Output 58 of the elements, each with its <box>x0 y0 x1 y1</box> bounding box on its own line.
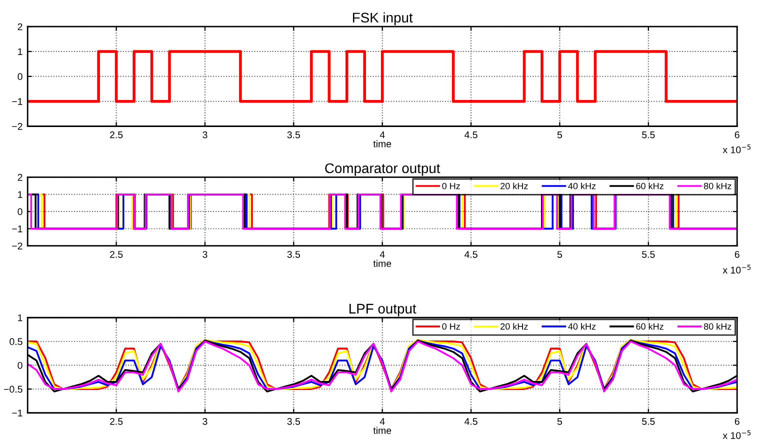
x-tick-label: 6 <box>734 131 740 138</box>
x-tick-label: 4 <box>380 418 385 425</box>
x-tick-label: 3 <box>202 131 208 138</box>
legend-label: 20 kHz <box>500 323 528 330</box>
legend-label: 60 kHz <box>636 323 664 330</box>
x-tick-label: 5 <box>557 251 562 258</box>
y-tick-label: 1 <box>18 48 22 56</box>
y-tick-label: 0 <box>18 208 22 216</box>
legend-label: 0 Hz <box>442 182 460 190</box>
x-tick-label: 5.5 <box>642 418 655 425</box>
y-tick-label: 2 <box>18 23 22 30</box>
x-tick-label: 3 <box>202 418 208 425</box>
x-tick-label: 3.5 <box>287 131 300 138</box>
legend-label: 80 kHz <box>704 182 732 190</box>
x-tick-label: 4 <box>380 131 385 138</box>
y-tick-label: 1 <box>18 314 22 322</box>
chart-title: FSK input <box>352 12 413 26</box>
legend-label: 20 kHz <box>500 182 528 190</box>
x-tick-label: 5.5 <box>642 251 655 258</box>
y-tick-label: −1 <box>12 98 22 105</box>
text: x 10$^{−5}$ <box>722 144 751 154</box>
legend-label: 40 kHz <box>568 323 596 330</box>
chart-title: Comparator output <box>325 163 440 176</box>
y-tick-label: −2 <box>12 122 22 130</box>
x-tick-label: 3.5 <box>287 250 300 258</box>
x-tick-label: 3.5 <box>287 418 300 425</box>
x-tick-label: 4 <box>380 251 385 258</box>
y-tick-label: −2 <box>12 242 22 250</box>
x-tick-label: 4.5 <box>464 131 478 138</box>
x-tick-label: 2.5 <box>110 250 123 258</box>
x-tick-label: 6 <box>734 418 740 425</box>
legend-label: 0 Hz <box>442 323 460 330</box>
x-tick-label: 6 <box>734 250 740 258</box>
y-tick-label: −1 <box>12 410 22 416</box>
x-tick-label: 2.5 <box>110 418 123 425</box>
x-tick-label: 5 <box>557 418 562 425</box>
chart-title: LPF output <box>350 304 416 316</box>
y-tick-label: −0.5 <box>4 386 22 393</box>
legend-label: 80 kHz <box>704 323 732 330</box>
x-tick-label: 2.5 <box>110 131 123 138</box>
y-tick-label: −1 <box>12 226 22 232</box>
x-axis-title: time <box>373 260 392 267</box>
x-tick-label: 4.5 <box>464 251 478 258</box>
legend-label: 60 kHz <box>636 182 664 190</box>
y-tick-label: 2 <box>18 174 22 181</box>
y-tick-label: 1 <box>18 191 22 198</box>
x-tick-label: 5.5 <box>642 131 655 138</box>
x-axis-title: time <box>373 426 392 434</box>
y-tick-label: 0 <box>18 73 22 80</box>
text: x 10$^{−5}$ <box>722 430 751 439</box>
y-tick-label: 0 <box>18 362 22 369</box>
x-axis-title: time <box>373 140 392 148</box>
x-tick-label: 3 <box>202 250 208 258</box>
y-tick-label: 0.5 <box>10 338 22 346</box>
legend-label: 40 kHz <box>568 182 596 190</box>
x-tick-label: 5 <box>557 131 562 138</box>
x-tick-label: 4.5 <box>464 418 478 425</box>
text: x 10$^{−5}$ <box>722 264 751 274</box>
